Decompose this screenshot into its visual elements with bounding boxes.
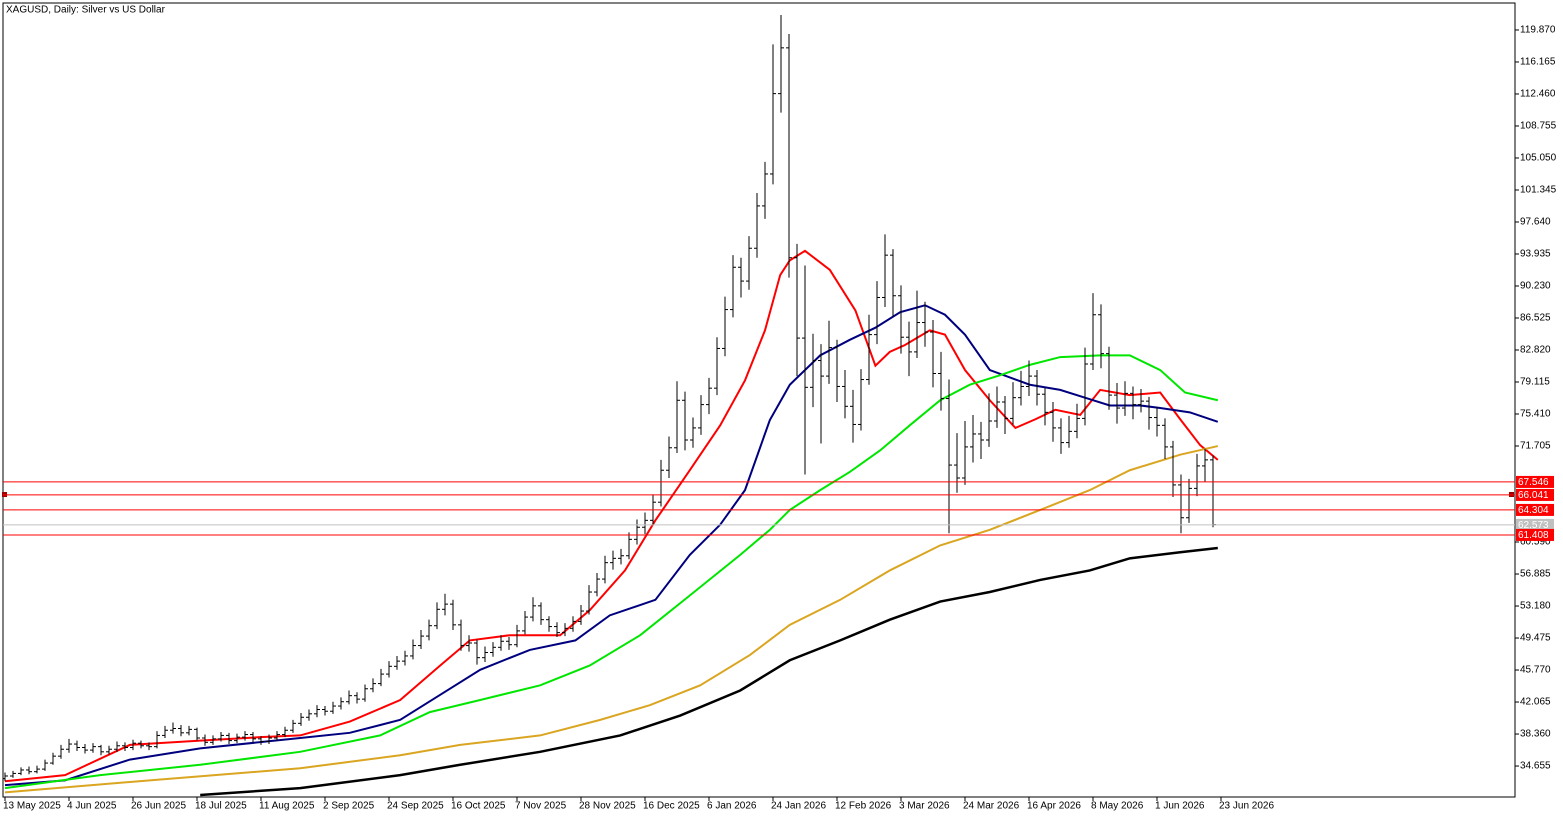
y-tick-label: 101.345	[1520, 185, 1557, 196]
x-tick-label: 7 Nov 2025	[515, 801, 567, 812]
y-tick-label: 86.525	[1520, 313, 1551, 324]
y-tick-label: 79.115	[1520, 377, 1550, 388]
y-tick-label: 60.590	[1520, 537, 1551, 548]
moving-average	[4, 249, 1219, 783]
y-tick-label: 49.475	[1520, 633, 1551, 644]
y-tick-label: 34.655	[1520, 761, 1551, 772]
x-tick-label: 1 Jun 2026	[1155, 801, 1205, 812]
x-tick-label: 24 Sep 2025	[387, 801, 444, 812]
x-tick-label: 28 Nov 2025	[579, 801, 636, 812]
y-tick-label: 112.460	[1520, 89, 1556, 100]
x-tick-label: 4 Jun 2025	[67, 801, 117, 812]
price-level-box	[1516, 488, 1554, 501]
y-tick-label: 93.935	[1520, 249, 1551, 260]
price-level-box	[1516, 528, 1554, 541]
y-tick-label: 90.230	[1520, 281, 1551, 292]
moving-average	[4, 304, 1219, 787]
y-tick-label: 53.180	[1520, 601, 1551, 612]
price-level-label: 62.573	[1518, 520, 1549, 531]
x-tick-label: 16 Apr 2026	[1027, 801, 1081, 812]
chart-title: XAGUSD, Daily: Silver vs US Dollar	[6, 5, 166, 16]
x-tick-label: 8 May 2026	[1091, 801, 1144, 812]
y-tick-label: 45.770	[1520, 665, 1551, 676]
y-tick-label: 71.705	[1520, 441, 1551, 452]
y-tick-label: 42.065	[1520, 697, 1551, 708]
price-level-box	[1516, 503, 1554, 516]
x-tick-label: 24 Mar 2026	[963, 801, 1020, 812]
x-tick-label: 23 Jun 2026	[1219, 801, 1274, 812]
price-level-label: 61.408	[1518, 530, 1549, 541]
x-tick-label: 16 Dec 2025	[643, 801, 700, 812]
x-tick-label: 26 Jun 2025	[131, 801, 186, 812]
x-tick-label: 3 Mar 2026	[899, 801, 950, 812]
x-tick-label: 11 Aug 2025	[259, 801, 315, 812]
x-tick-label: 2 Sep 2025	[323, 801, 375, 812]
plot-area	[3, 15, 1219, 797]
moving-average	[4, 445, 1219, 794]
price-level-label: 66.041	[1518, 490, 1549, 501]
price-level-label: 67.546	[1518, 477, 1549, 488]
y-tick-label: 108.755	[1520, 121, 1557, 132]
x-tick-label: 12 Feb 2026	[835, 801, 892, 812]
y-tick-label: 75.410	[1520, 409, 1551, 420]
y-tick-label: 56.885	[1520, 569, 1551, 580]
x-tick-label: 16 Oct 2025	[451, 801, 506, 812]
y-tick-label: 105.050	[1520, 153, 1557, 164]
price-level-box	[1516, 475, 1554, 488]
x-tick-label: 18 Jul 2025	[195, 801, 247, 812]
y-tick-label: 97.640	[1520, 217, 1551, 228]
moving-average	[4, 354, 1219, 790]
price-level-box	[1516, 518, 1554, 531]
x-tick-label: 13 May 2025	[3, 801, 61, 812]
y-tick-label: 119.870	[1520, 25, 1556, 36]
x-tick-label: 24 Jan 2026	[771, 801, 826, 812]
plot-frame	[2, 2, 1516, 798]
y-tick-label: 82.820	[1520, 345, 1551, 356]
y-tick-label: 38.360	[1520, 729, 1551, 740]
price-level-label: 64.304	[1518, 505, 1549, 516]
x-tick-label: 6 Jan 2026	[707, 801, 757, 812]
moving-average	[200, 546, 1218, 797]
y-tick-label: 116.165	[1520, 57, 1556, 68]
